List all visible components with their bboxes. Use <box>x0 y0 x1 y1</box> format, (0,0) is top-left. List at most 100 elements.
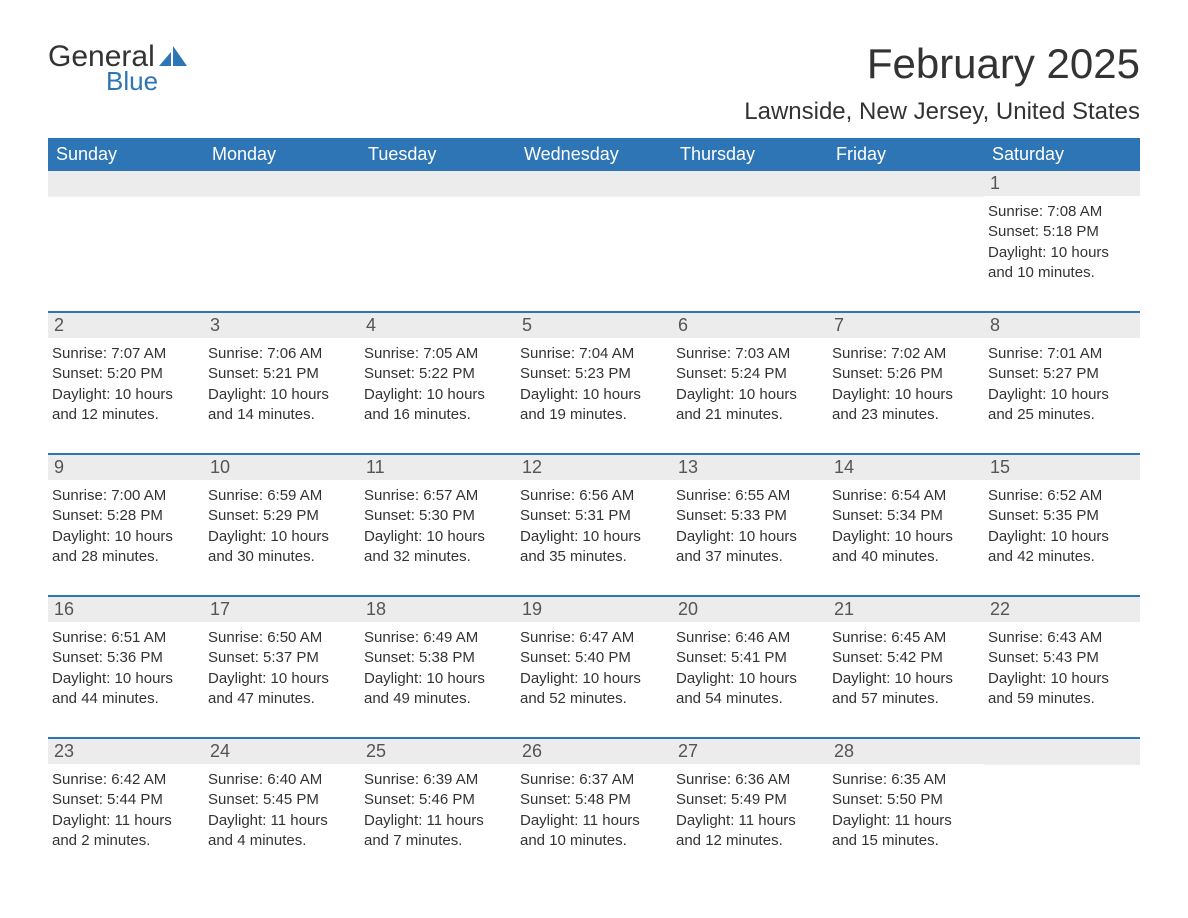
sunrise-text: Sunrise: 6:52 AM <box>988 486 1134 506</box>
day-cell: 21Sunrise: 6:45 AMSunset: 5:42 PMDayligh… <box>828 597 984 709</box>
week-row: 9Sunrise: 7:00 AMSunset: 5:28 PMDaylight… <box>48 453 1140 567</box>
day-cell: 10Sunrise: 6:59 AMSunset: 5:29 PMDayligh… <box>204 455 360 567</box>
sunrise-text: Sunrise: 6:35 AM <box>832 770 978 790</box>
month-title: February 2025 <box>744 40 1140 88</box>
sunset-text: Sunset: 5:40 PM <box>520 648 666 668</box>
day-number: 23 <box>48 739 204 764</box>
daylight-text: Daylight: 10 hours and 14 minutes. <box>208 385 354 426</box>
sunrise-text: Sunrise: 6:40 AM <box>208 770 354 790</box>
day-cell: 27Sunrise: 6:36 AMSunset: 5:49 PMDayligh… <box>672 739 828 851</box>
sunrise-text: Sunrise: 7:05 AM <box>364 344 510 364</box>
daylight-text: Daylight: 10 hours and 40 minutes. <box>832 527 978 568</box>
day-number: 20 <box>672 597 828 622</box>
day-cell: 22Sunrise: 6:43 AMSunset: 5:43 PMDayligh… <box>984 597 1140 709</box>
day-number <box>204 171 360 197</box>
weekday-header: Friday <box>828 138 984 171</box>
day-cell <box>204 171 360 283</box>
daylight-text: Daylight: 10 hours and 52 minutes. <box>520 669 666 710</box>
day-cell: 14Sunrise: 6:54 AMSunset: 5:34 PMDayligh… <box>828 455 984 567</box>
sunrise-text: Sunrise: 7:01 AM <box>988 344 1134 364</box>
day-body: Sunrise: 6:59 AMSunset: 5:29 PMDaylight:… <box>204 480 360 567</box>
day-body: Sunrise: 7:07 AMSunset: 5:20 PMDaylight:… <box>48 338 204 425</box>
sunset-text: Sunset: 5:45 PM <box>208 790 354 810</box>
sunset-text: Sunset: 5:35 PM <box>988 506 1134 526</box>
daylight-text: Daylight: 10 hours and 16 minutes. <box>364 385 510 426</box>
day-body: Sunrise: 6:40 AMSunset: 5:45 PMDaylight:… <box>204 764 360 851</box>
day-number: 4 <box>360 313 516 338</box>
day-body: Sunrise: 6:54 AMSunset: 5:34 PMDaylight:… <box>828 480 984 567</box>
day-number: 26 <box>516 739 672 764</box>
sunrise-text: Sunrise: 7:00 AM <box>52 486 198 506</box>
day-cell: 6Sunrise: 7:03 AMSunset: 5:24 PMDaylight… <box>672 313 828 425</box>
weekday-header: Saturday <box>984 138 1140 171</box>
daylight-text: Daylight: 10 hours and 42 minutes. <box>988 527 1134 568</box>
daylight-text: Daylight: 10 hours and 32 minutes. <box>364 527 510 568</box>
daylight-text: Daylight: 10 hours and 37 minutes. <box>676 527 822 568</box>
weekday-header: Wednesday <box>516 138 672 171</box>
day-cell: 20Sunrise: 6:46 AMSunset: 5:41 PMDayligh… <box>672 597 828 709</box>
logo: General Blue <box>48 40 187 97</box>
sunrise-text: Sunrise: 7:07 AM <box>52 344 198 364</box>
day-body: Sunrise: 7:08 AMSunset: 5:18 PMDaylight:… <box>984 196 1140 283</box>
day-body: Sunrise: 6:56 AMSunset: 5:31 PMDaylight:… <box>516 480 672 567</box>
day-cell <box>828 171 984 283</box>
day-number: 22 <box>984 597 1140 622</box>
day-cell <box>516 171 672 283</box>
day-body: Sunrise: 7:05 AMSunset: 5:22 PMDaylight:… <box>360 338 516 425</box>
week-row: 2Sunrise: 7:07 AMSunset: 5:20 PMDaylight… <box>48 311 1140 425</box>
day-body: Sunrise: 7:01 AMSunset: 5:27 PMDaylight:… <box>984 338 1140 425</box>
sunset-text: Sunset: 5:26 PM <box>832 364 978 384</box>
sunrise-text: Sunrise: 7:08 AM <box>988 202 1134 222</box>
day-number: 9 <box>48 455 204 480</box>
sunset-text: Sunset: 5:44 PM <box>52 790 198 810</box>
sunset-text: Sunset: 5:24 PM <box>676 364 822 384</box>
day-cell <box>48 171 204 283</box>
day-cell: 5Sunrise: 7:04 AMSunset: 5:23 PMDaylight… <box>516 313 672 425</box>
day-number <box>672 171 828 197</box>
day-body: Sunrise: 6:39 AMSunset: 5:46 PMDaylight:… <box>360 764 516 851</box>
daylight-text: Daylight: 11 hours and 12 minutes. <box>676 811 822 852</box>
day-body: Sunrise: 6:47 AMSunset: 5:40 PMDaylight:… <box>516 622 672 709</box>
sunrise-text: Sunrise: 6:56 AM <box>520 486 666 506</box>
sunset-text: Sunset: 5:42 PM <box>832 648 978 668</box>
day-number: 5 <box>516 313 672 338</box>
weekday-header: Tuesday <box>360 138 516 171</box>
daylight-text: Daylight: 11 hours and 7 minutes. <box>364 811 510 852</box>
day-number: 1 <box>984 171 1140 196</box>
calendar: SundayMondayTuesdayWednesdayThursdayFrid… <box>48 138 1140 851</box>
day-body: Sunrise: 6:43 AMSunset: 5:43 PMDaylight:… <box>984 622 1140 709</box>
day-number <box>360 171 516 197</box>
daylight-text: Daylight: 11 hours and 4 minutes. <box>208 811 354 852</box>
day-body: Sunrise: 6:42 AMSunset: 5:44 PMDaylight:… <box>48 764 204 851</box>
day-number: 2 <box>48 313 204 338</box>
sunrise-text: Sunrise: 7:04 AM <box>520 344 666 364</box>
day-number: 3 <box>204 313 360 338</box>
sunset-text: Sunset: 5:38 PM <box>364 648 510 668</box>
day-cell: 17Sunrise: 6:50 AMSunset: 5:37 PMDayligh… <box>204 597 360 709</box>
day-number: 21 <box>828 597 984 622</box>
day-number: 12 <box>516 455 672 480</box>
day-number: 16 <box>48 597 204 622</box>
week-row: 16Sunrise: 6:51 AMSunset: 5:36 PMDayligh… <box>48 595 1140 709</box>
day-body: Sunrise: 6:46 AMSunset: 5:41 PMDaylight:… <box>672 622 828 709</box>
sunset-text: Sunset: 5:31 PM <box>520 506 666 526</box>
sunrise-text: Sunrise: 7:03 AM <box>676 344 822 364</box>
sunset-text: Sunset: 5:23 PM <box>520 364 666 384</box>
day-number: 19 <box>516 597 672 622</box>
sunrise-text: Sunrise: 6:59 AM <box>208 486 354 506</box>
day-number: 25 <box>360 739 516 764</box>
day-body: Sunrise: 6:36 AMSunset: 5:49 PMDaylight:… <box>672 764 828 851</box>
day-number: 28 <box>828 739 984 764</box>
sunrise-text: Sunrise: 6:57 AM <box>364 486 510 506</box>
day-body: Sunrise: 6:51 AMSunset: 5:36 PMDaylight:… <box>48 622 204 709</box>
sunrise-text: Sunrise: 6:43 AM <box>988 628 1134 648</box>
day-number <box>984 739 1140 765</box>
sunset-text: Sunset: 5:48 PM <box>520 790 666 810</box>
day-number: 18 <box>360 597 516 622</box>
sunset-text: Sunset: 5:33 PM <box>676 506 822 526</box>
sunset-text: Sunset: 5:34 PM <box>832 506 978 526</box>
sunset-text: Sunset: 5:27 PM <box>988 364 1134 384</box>
day-cell: 28Sunrise: 6:35 AMSunset: 5:50 PMDayligh… <box>828 739 984 851</box>
daylight-text: Daylight: 10 hours and 57 minutes. <box>832 669 978 710</box>
sunrise-text: Sunrise: 6:37 AM <box>520 770 666 790</box>
